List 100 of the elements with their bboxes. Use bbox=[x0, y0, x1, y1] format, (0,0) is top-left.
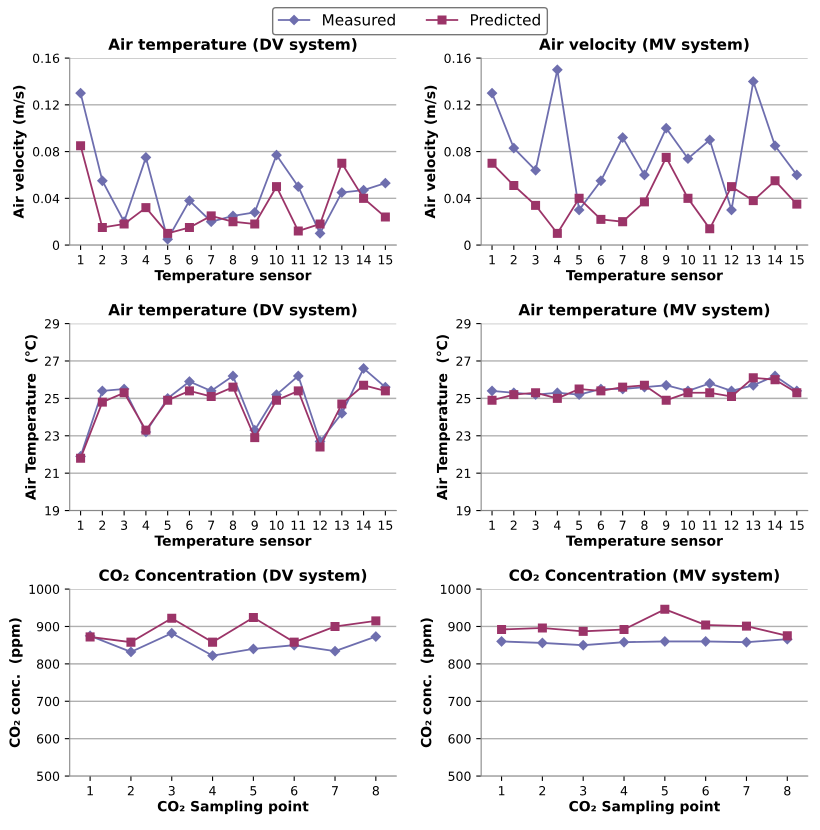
point bbox=[620, 624, 629, 634]
x-tick-label: 11 bbox=[703, 520, 717, 530]
x-tick-label: 8 bbox=[641, 520, 648, 530]
point bbox=[792, 170, 802, 180]
point bbox=[250, 433, 260, 442]
point bbox=[272, 396, 282, 405]
x-tick-label: 4 bbox=[209, 786, 216, 796]
y-tick-label: 600 bbox=[448, 734, 471, 744]
point bbox=[596, 214, 606, 224]
point bbox=[359, 380, 368, 390]
x-tick-label: 11 bbox=[292, 520, 306, 530]
x-tick-label: 6 bbox=[598, 520, 604, 530]
point bbox=[496, 636, 507, 647]
point bbox=[537, 638, 548, 648]
chart-title: CO₂ Concentration (DV system) bbox=[99, 569, 366, 584]
y-tick-label: 900 bbox=[36, 622, 60, 632]
x-tick-label: 5 bbox=[576, 520, 582, 530]
point bbox=[530, 165, 541, 176]
point bbox=[782, 631, 792, 640]
point bbox=[250, 207, 260, 218]
y-tick-label: 0.16 bbox=[444, 54, 471, 64]
legend-label: Predicted bbox=[471, 14, 540, 26]
x-axis-title: CO₂ Sampling point bbox=[569, 800, 720, 814]
point bbox=[184, 386, 194, 396]
point bbox=[683, 388, 692, 398]
x-tick-label: 3 bbox=[168, 786, 175, 796]
point bbox=[330, 646, 340, 656]
point bbox=[293, 370, 304, 382]
y-tick-label: 1000 bbox=[440, 584, 471, 594]
x-tick-label: 3 bbox=[532, 520, 539, 530]
point bbox=[370, 631, 381, 642]
x-tick-label: 5 bbox=[164, 520, 171, 530]
point bbox=[228, 217, 238, 226]
x-tick-label: 1 bbox=[498, 786, 504, 796]
point bbox=[337, 399, 346, 408]
x-tick-label: 13 bbox=[746, 255, 760, 264]
point bbox=[97, 176, 108, 186]
x-tick-label: 4 bbox=[554, 255, 561, 264]
point bbox=[618, 382, 628, 392]
point bbox=[271, 150, 282, 160]
x-tick-label: 4 bbox=[554, 520, 561, 530]
point bbox=[509, 390, 518, 400]
point bbox=[748, 196, 758, 206]
point bbox=[640, 197, 649, 206]
y-axis-title: CO₂ conc. (ppm) bbox=[420, 618, 434, 748]
point bbox=[726, 392, 736, 402]
point bbox=[509, 180, 518, 190]
x-tick-label: 6 bbox=[186, 520, 193, 530]
point bbox=[704, 134, 715, 146]
point bbox=[618, 217, 628, 226]
x-tick-label: 2 bbox=[128, 786, 134, 796]
x-tick-label: 10 bbox=[270, 255, 284, 264]
y-tick-label: 600 bbox=[36, 734, 60, 744]
point bbox=[552, 228, 562, 238]
point bbox=[380, 212, 390, 222]
point bbox=[294, 226, 303, 236]
point bbox=[336, 187, 347, 198]
y-tick-label: 0.12 bbox=[32, 100, 59, 110]
point bbox=[700, 636, 711, 647]
y-tick-label: 900 bbox=[448, 622, 471, 632]
x-tick-label: 3 bbox=[121, 520, 128, 530]
x-tick-label: 1 bbox=[78, 255, 84, 264]
point bbox=[126, 638, 136, 647]
x-tick-label: 5 bbox=[576, 255, 582, 264]
point bbox=[207, 650, 218, 661]
x-tick-label: 7 bbox=[620, 255, 626, 264]
y-tick-label: 0.04 bbox=[444, 194, 471, 204]
y-tick-label: 0 bbox=[464, 240, 471, 250]
x-tick-label: 14 bbox=[357, 255, 371, 264]
point bbox=[578, 640, 588, 650]
x-tick-label: 9 bbox=[663, 255, 670, 264]
x-tick-label: 14 bbox=[768, 520, 782, 530]
y-tick-label: 27 bbox=[44, 356, 59, 366]
x-tick-label: 5 bbox=[164, 255, 171, 264]
x-tick-label: 12 bbox=[313, 520, 327, 530]
point bbox=[380, 386, 390, 396]
x-tick-label: 15 bbox=[378, 255, 392, 264]
point bbox=[293, 182, 304, 192]
point bbox=[578, 626, 588, 636]
x-tick-label: 15 bbox=[790, 520, 804, 530]
point bbox=[531, 200, 540, 210]
x-tick-label: 9 bbox=[663, 520, 670, 530]
x-tick-label: 10 bbox=[681, 520, 696, 530]
x-tick-label: 9 bbox=[252, 520, 258, 530]
point bbox=[359, 194, 368, 203]
point bbox=[290, 638, 299, 647]
point bbox=[660, 604, 670, 614]
point bbox=[76, 454, 86, 463]
x-tick-label: 7 bbox=[208, 520, 214, 530]
point bbox=[705, 388, 714, 398]
point bbox=[574, 204, 584, 216]
x-tick-label: 11 bbox=[292, 255, 306, 264]
y-tick-label: 500 bbox=[448, 772, 471, 781]
y-axis-title: Air Temperature (℃) bbox=[436, 335, 450, 500]
point bbox=[184, 223, 194, 232]
point bbox=[770, 176, 780, 186]
point bbox=[371, 616, 380, 626]
point bbox=[141, 203, 150, 212]
x-tick-label: 7 bbox=[332, 786, 338, 796]
y-tick-label: 23 bbox=[456, 431, 470, 441]
